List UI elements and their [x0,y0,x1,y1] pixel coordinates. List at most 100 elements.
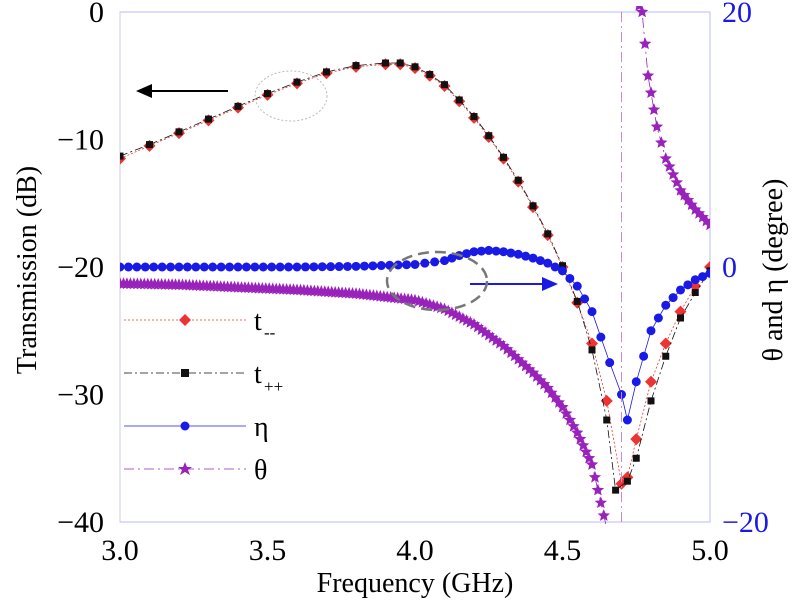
series-2-point [410,259,420,269]
series-2-point [199,262,209,272]
annotation-layer [136,12,622,522]
series-2-point [491,246,501,256]
y-right-tick-label: 0 [722,251,737,284]
series-2-point [182,262,192,272]
series-2-point [208,262,218,272]
series-2-point [469,247,479,257]
series-2-point [513,249,523,259]
series-3-point [655,136,668,148]
series-2-point [359,261,369,271]
series-3-point [638,37,652,50]
series-2-point [690,275,700,285]
series-1-point [352,62,360,70]
series-2-point [402,260,412,270]
y-tick-label: 0 [89,0,104,29]
series-2-point [622,415,632,425]
series-2-point [550,262,560,272]
series-3-point [663,160,676,172]
series-2-point [521,251,531,261]
series-3-point [666,168,680,180]
series-2-point [368,261,378,271]
legend-entry-theta: θ [124,455,267,486]
series-1-line [120,62,710,491]
series-1-point [120,152,124,160]
series-2-point [440,256,449,266]
series-1-point [323,68,330,76]
series-3-line [120,283,607,524]
series-3-point [591,483,605,496]
series-2-point [596,332,606,342]
series-3-line [638,6,710,226]
legend-marker-t-plus [181,369,189,377]
series-2-point [225,262,235,272]
y-axis-title: Transmission (dB) [12,166,43,374]
series-2-point [646,326,656,336]
series-2-point [605,358,615,368]
series-2-point [123,262,133,272]
series-2-point [506,248,516,258]
series-2-point [149,262,159,272]
dashed-ellipse [385,250,489,312]
series-2-point [683,280,693,290]
legend-entry-t-plus: t ++ [124,359,283,396]
legend-label-t-plus: t [254,359,262,390]
legend-entry-eta: η [124,412,269,443]
series-1-point [573,297,581,305]
series-2-point [631,377,641,387]
series-1-point [677,314,684,322]
series-2-point [698,272,708,282]
series-1-point [293,78,301,86]
series-1-point [146,141,153,149]
series-2-point [292,262,302,272]
series-2-point [343,261,353,271]
series-1-point [264,90,271,98]
series-2-point [499,247,508,257]
series-2-point [309,262,319,272]
y-right-axis-title: θ and η (degree) [758,179,789,362]
series-2-point [376,261,386,271]
series-2-point [132,262,142,272]
y-tick-label: −40 [57,506,104,539]
series-2-point [580,294,590,304]
series-3-point [585,458,599,470]
series-2-point [535,256,545,266]
series-2-point [430,257,440,267]
dotted-ellipse [254,70,328,122]
series-1-point [382,59,389,67]
series-0-point [659,337,672,350]
series-2-point [250,262,260,272]
series-3-point [641,69,655,81]
series-2-point [587,307,597,317]
y-right-tick-label: −20 [722,506,769,539]
series-2-point [233,262,243,272]
series-3-point [636,6,649,18]
series-2-point [543,258,553,268]
series-2-point [351,261,361,271]
x-tick-label: 3.5 [249,534,287,567]
legend-label-eta: η [254,412,269,443]
series-2-point [676,285,685,295]
series-1-point [234,102,242,110]
x-tick-label: 4.0 [396,534,434,567]
series-2-point [284,262,294,272]
series-1-point [470,113,478,121]
series-2-point [120,262,125,272]
x-tick-label: 4.5 [544,534,582,567]
series-1-point [485,132,493,140]
series-1-point [455,96,463,104]
series-2-point [267,262,277,272]
series-2-point [157,262,167,272]
series-3-point [647,103,661,115]
series-1-point [662,352,670,360]
series-2-point [528,253,538,263]
x-tick-label: 3.0 [101,534,139,567]
series-layer [120,6,710,524]
x-tick-labels: 3.0 3.5 4.0 4.5 5.0 [101,534,729,567]
y-right-tick-labels: 20 0 −20 [722,0,769,539]
series-1-point [396,59,404,67]
series-2-point [140,262,150,272]
series-2-point [447,253,457,263]
legend-label-t-minus: t [254,306,262,337]
y-right-tick-label: 20 [722,0,752,29]
